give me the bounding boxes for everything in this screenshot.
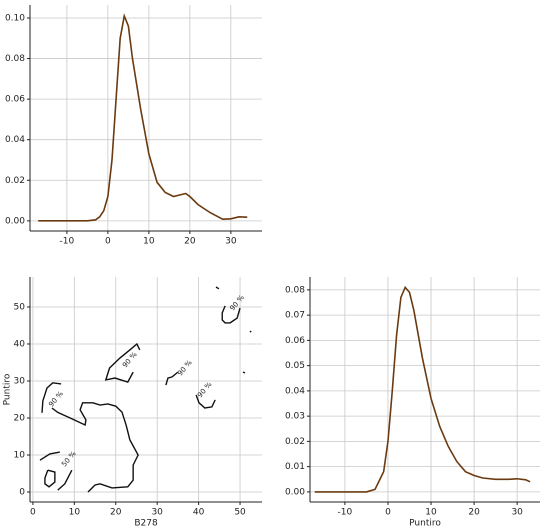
x-tick-label: -10 [60,237,75,247]
y-tick-label: 0.03 [285,412,305,422]
x-tick-label: 40 [193,508,205,518]
y-tick-label: 30 [14,376,26,386]
x-tick-label: 0 [385,508,391,518]
contour-line [165,371,179,386]
y-tick-label: 0.04 [5,135,25,145]
contour-line [195,394,216,409]
x-tick-label: 10 [143,237,155,247]
y-tick-label: 0.05 [285,361,305,371]
x-tick-label: 0 [30,508,36,518]
y-tick-label: 0.02 [5,176,25,186]
contour-label: 90 % [228,293,246,312]
y-tick-label: 10 [14,451,26,461]
y-tick-label: 50 [14,302,26,312]
contour-line [242,371,246,374]
density-curve [38,13,248,222]
x-tick-label: 10 [69,508,81,518]
contour-line [104,342,141,383]
y-tick-label: 0.02 [285,437,305,447]
y-tick-label: 20 [14,413,26,423]
y-tick-label: 0.04 [285,386,305,396]
contour-line [44,469,56,488]
x-tick-label: 50 [234,508,246,518]
contour-line [39,451,60,461]
contour-line [249,330,252,333]
contour-label: 90 % [47,389,65,408]
x-tick-label: 20 [110,508,122,518]
y-tick-label: 0 [19,488,25,498]
contour-label: 50 % [60,449,78,468]
y-tick-label: 40 [14,339,26,349]
x-tick-label: 30 [225,237,237,247]
x-axis-label: B278 [134,519,158,529]
x-tick-label: 20 [468,508,480,518]
y-tick-label: 0.10 [5,13,25,23]
contour-line [51,402,139,493]
x-tick-label: 0 [105,237,111,247]
contour-label: 90 % [176,358,194,377]
x-tick-label: 30 [151,508,163,518]
x-tick-label: 30 [511,508,523,518]
contour-line [215,286,220,290]
contour-line [41,382,62,413]
y-tick-label: 0.08 [5,54,25,64]
contour-label: 90 % [121,350,139,369]
y-tick-label: 0.07 [285,311,305,321]
y-axis-label: Puntiro [3,373,13,405]
y-tick-label: 0.00 [5,216,25,226]
density-curve [314,285,531,493]
x-tick-label: 10 [425,508,437,518]
x-tick-label: 20 [184,237,196,247]
y-tick-label: 0.06 [5,95,25,105]
x-tick-label: -10 [338,508,353,518]
x-axis-label: Puntiro [409,519,441,529]
y-tick-label: 0.00 [285,487,305,497]
contour-line [221,305,241,324]
y-tick-label: 0.06 [285,336,305,346]
y-tick-label: 0.01 [285,462,305,472]
contour-line [57,469,73,491]
y-tick-label: 0.08 [285,285,305,295]
